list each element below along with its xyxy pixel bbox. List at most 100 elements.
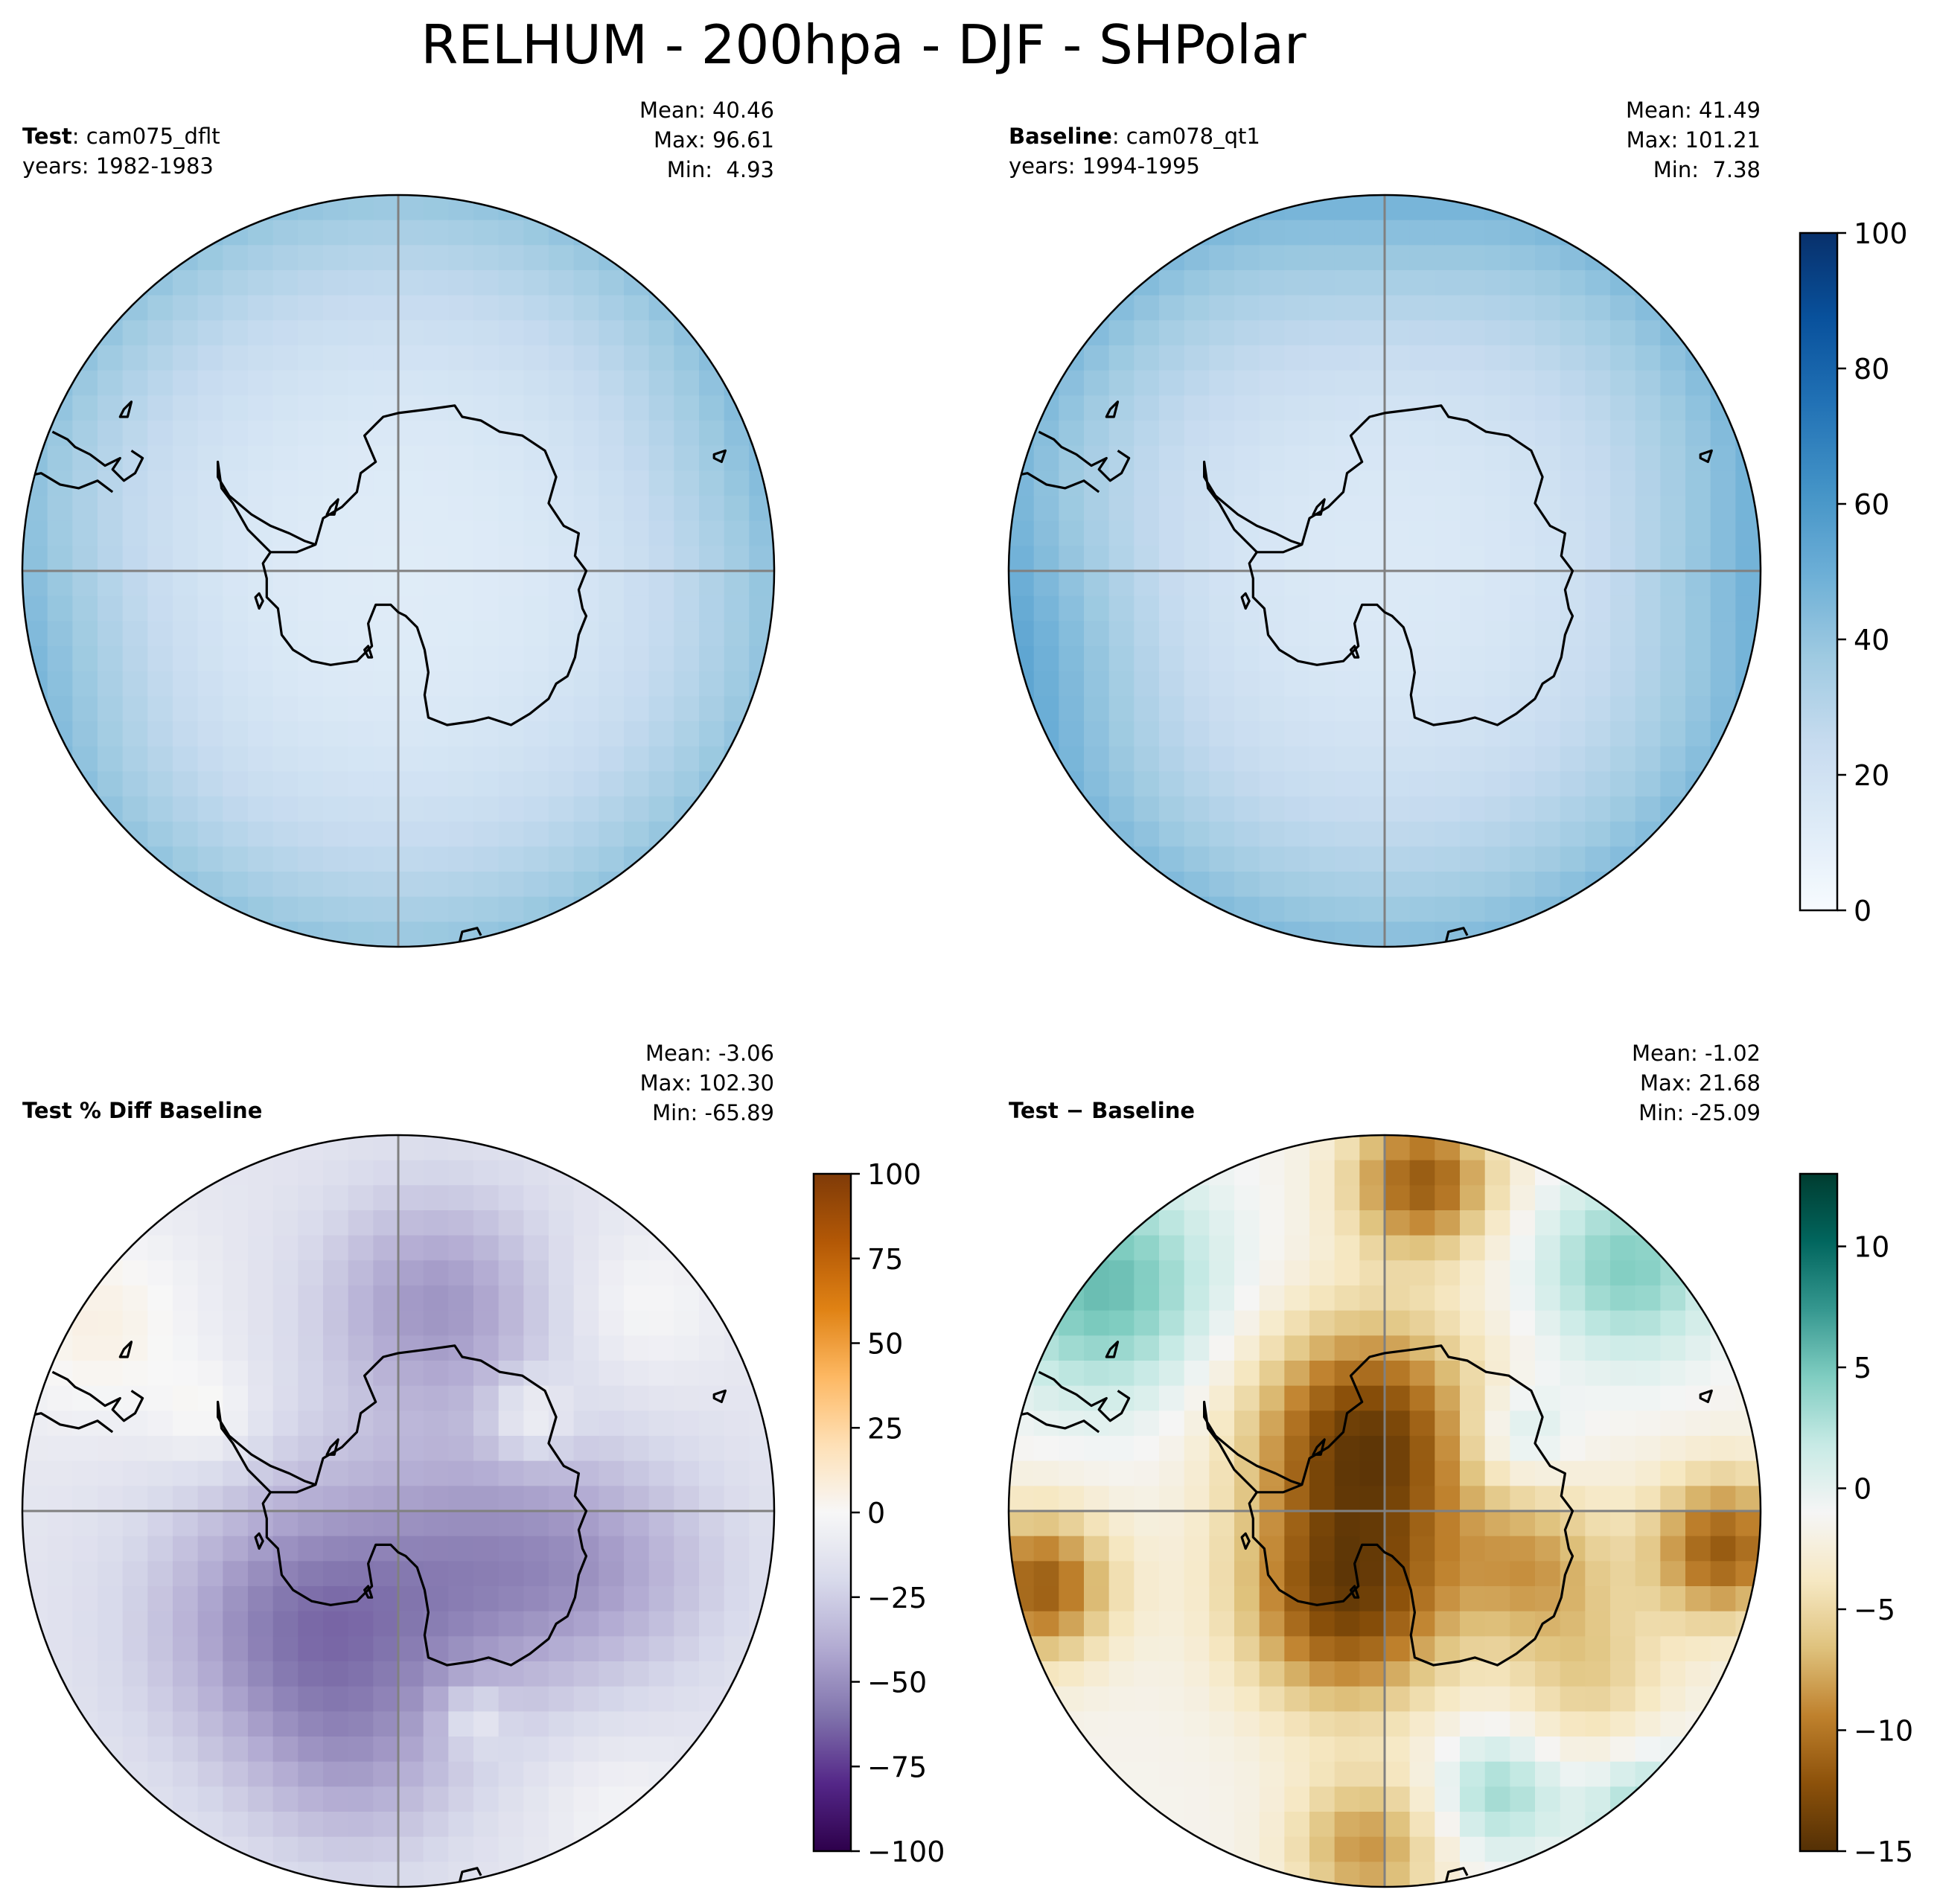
heatmap-cell — [1435, 821, 1461, 847]
heatmap-cell — [1685, 445, 1711, 471]
heatmap-cell — [173, 1260, 199, 1286]
heatmap-cell — [197, 546, 223, 572]
heatmap-cell — [1084, 1285, 1110, 1312]
heatmap-cell — [272, 295, 299, 321]
heatmap-cell — [98, 1636, 124, 1662]
heatmap-cell — [1685, 395, 1711, 421]
heatmap-cell — [1359, 896, 1385, 922]
heatmap-cell — [72, 1636, 98, 1662]
heatmap-cell — [223, 1711, 249, 1737]
heatmap-cell — [98, 1436, 124, 1462]
heatmap-cell — [1108, 1536, 1135, 1562]
heatmap-cell — [648, 1361, 674, 1387]
heatmap-cell — [1309, 1636, 1336, 1662]
heatmap-cell — [1209, 395, 1235, 421]
heatmap-cell — [1660, 445, 1686, 471]
heatmap-cell — [473, 896, 500, 922]
heatmap-cell — [1535, 1486, 1561, 1512]
heatmap-cell — [1359, 1862, 1385, 1887]
heatmap-cell — [549, 1561, 575, 1587]
heatmap-cell — [549, 395, 575, 421]
heatmap-cell — [1259, 1661, 1285, 1687]
heatmap-cell — [248, 295, 274, 321]
heatmap-cell — [22, 421, 48, 447]
heatmap-cell — [1585, 696, 1611, 722]
heatmap-cell — [398, 395, 424, 421]
heatmap-cell — [323, 1737, 349, 1763]
heatmap-cell — [1460, 370, 1486, 396]
heatmap-cell — [1560, 1385, 1586, 1411]
heatmap-cell — [1409, 1486, 1435, 1512]
heatmap-cell — [1334, 370, 1360, 396]
heatmap-cell — [122, 496, 148, 522]
heatmap-cell — [1484, 1761, 1510, 1787]
heatmap-cell — [1359, 721, 1385, 747]
heatmap-cell — [1284, 1260, 1310, 1286]
heatmap-cell — [1484, 445, 1510, 471]
heatmap-cell — [1108, 1586, 1135, 1612]
heatmap-cell — [1710, 571, 1736, 597]
heatmap-cell — [423, 1210, 449, 1236]
heatmap-cell — [1660, 496, 1686, 522]
heatmap-cell — [523, 1486, 549, 1512]
heatmap-cell — [1334, 270, 1360, 296]
heatmap-cell — [248, 921, 274, 947]
panel-label-baseline: Baseline: cam078_qt1 — [1009, 121, 1260, 151]
heatmap-cell — [1184, 696, 1210, 722]
heatmap-cell — [674, 1511, 700, 1537]
heatmap-cell — [1059, 721, 1085, 747]
heatmap-cell — [98, 320, 124, 346]
heatmap-cell — [1134, 1335, 1160, 1361]
heatmap-cell — [1385, 1862, 1411, 1887]
heatmap-cell — [1209, 345, 1235, 371]
stat-max: Max: 101.21 — [1626, 127, 1761, 153]
heatmap-cell — [1635, 1385, 1661, 1411]
heatmap-cell — [398, 1486, 424, 1512]
heatmap-cell — [549, 821, 575, 847]
heatmap-cell — [599, 1737, 625, 1763]
heatmap-cell — [1585, 721, 1611, 747]
heatmap-cell — [122, 1235, 148, 1261]
heatmap-cell — [1334, 320, 1360, 346]
new-zealand-coastline — [457, 1867, 482, 1887]
heatmap-cell — [1084, 1561, 1110, 1587]
heatmap-cell — [1535, 345, 1561, 371]
heatmap-cell — [699, 1361, 725, 1387]
heatmap-cell — [1685, 470, 1711, 496]
heatmap-cell — [1108, 1210, 1135, 1236]
heatmap-cell — [648, 571, 674, 597]
heatmap-cell — [1460, 872, 1486, 898]
heatmap-cell — [1685, 1486, 1711, 1512]
heatmap-cell — [1660, 1636, 1686, 1662]
heatmap-cell — [423, 1561, 449, 1587]
heatmap-cell — [1134, 270, 1160, 296]
heatmap-cell — [298, 1711, 324, 1737]
heatmap-cell — [1710, 671, 1736, 697]
heatmap-cell — [599, 295, 625, 321]
heatmap-cell — [448, 1611, 474, 1637]
heatmap-cell — [173, 520, 199, 546]
heatmap-cell — [272, 320, 299, 346]
heatmap-cell — [624, 1285, 650, 1312]
colorbar-tick-label: 10 — [1854, 1231, 1889, 1264]
heatmap-cell — [674, 1411, 700, 1437]
heatmap-cell — [1309, 546, 1336, 572]
heatmap-cell — [1685, 1661, 1711, 1687]
heatmap-cell — [1009, 1486, 1035, 1512]
heatmap-cell — [147, 295, 173, 321]
heatmap-cell — [348, 270, 374, 296]
heatmap-cell — [1484, 395, 1510, 421]
heatmap-cell — [1484, 746, 1510, 772]
heatmap-cell — [1484, 1260, 1510, 1286]
heatmap-cell — [473, 395, 500, 421]
heatmap-cell — [1234, 345, 1260, 371]
heatmap-cell — [1484, 1310, 1510, 1336]
heatmap-cell — [448, 1661, 474, 1687]
heatmap-cell — [1385, 1411, 1411, 1437]
heatmap-cell — [248, 796, 274, 822]
heatmap-cell — [1535, 1737, 1561, 1763]
heatmap-cell — [1209, 1862, 1235, 1887]
heatmap-cell — [323, 846, 349, 872]
heatmap-cell — [1108, 370, 1135, 396]
heatmap-cell — [1585, 546, 1611, 572]
